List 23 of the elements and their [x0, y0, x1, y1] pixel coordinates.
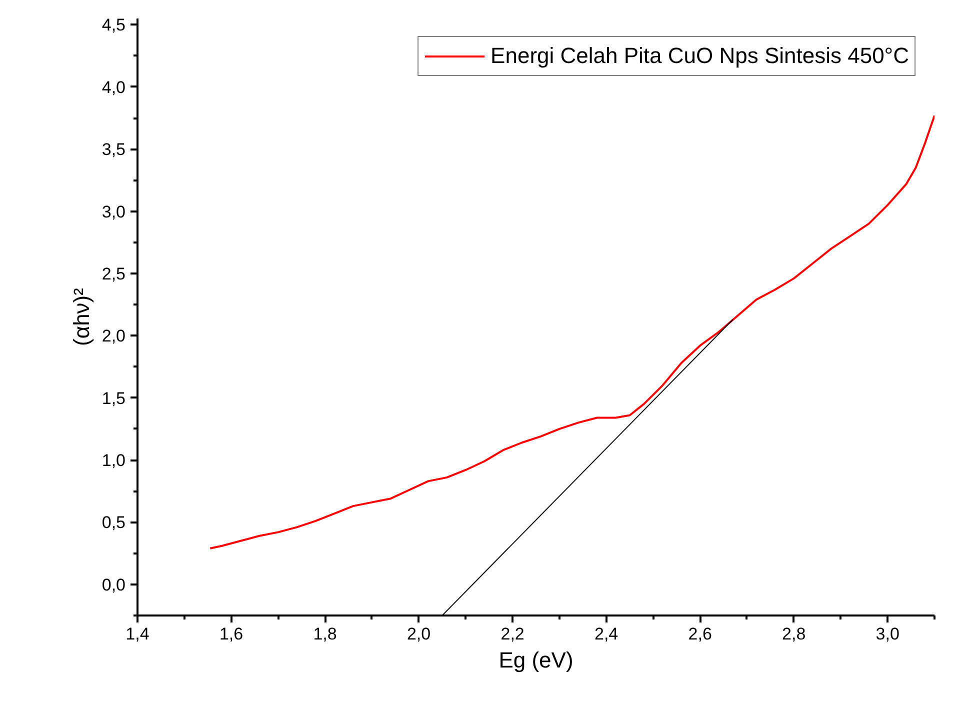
x-tick-label: 2,4 — [594, 624, 618, 644]
y-axis-title: (αhν)² — [68, 288, 94, 346]
legend-label: Energi Celah Pita CuO Nps Sintesis 450°C — [490, 43, 909, 69]
y-tick-label: 3,0 — [102, 202, 126, 222]
y-tick-label: 4,5 — [102, 16, 126, 35]
y-tick-label: 3,5 — [102, 140, 126, 160]
y-tick-label: 0,5 — [102, 513, 126, 532]
y-tick-label: 2,0 — [102, 326, 126, 346]
x-tick-label: 1,6 — [219, 624, 244, 644]
y-tick-label: 4,0 — [102, 78, 126, 97]
line-series — [209, 114, 934, 550]
x-tick-label: 1,4 — [126, 624, 150, 644]
y-tick-label: 0,0 — [102, 575, 126, 594]
x-tick-label: 2,2 — [500, 624, 524, 644]
x-tick-label: 1,8 — [313, 624, 337, 644]
x-axis-title: Eg (eV) — [498, 648, 574, 672]
y-tick-label: 1,0 — [102, 451, 126, 470]
y-tick-label: 2,5 — [102, 264, 126, 284]
x-tick-label: 2,0 — [406, 624, 431, 644]
x-tick-label: 2,6 — [688, 624, 712, 644]
x-tick-label: 2,8 — [782, 624, 806, 644]
y-tick-label: 1,5 — [102, 388, 126, 408]
x-tick-label: 3,0 — [876, 624, 900, 644]
